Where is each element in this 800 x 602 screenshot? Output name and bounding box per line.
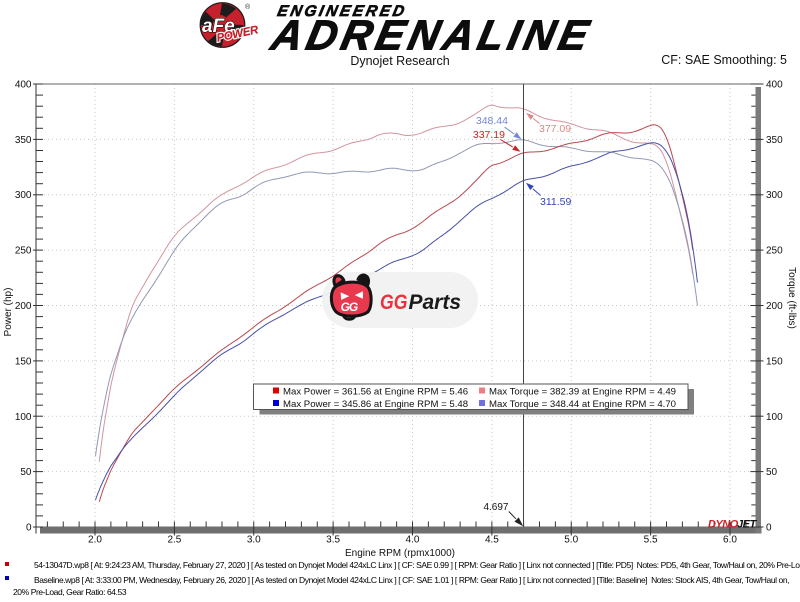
svg-text:150: 150 — [766, 356, 783, 367]
svg-text:200: 200 — [15, 301, 32, 312]
svg-text:0: 0 — [26, 523, 32, 534]
svg-text:ADRENALINE: ADRENALINE — [267, 12, 595, 58]
svg-text:337.19: 337.19 — [473, 129, 505, 141]
svg-text:350: 350 — [766, 135, 783, 146]
svg-text:5.5: 5.5 — [644, 535, 658, 546]
svg-text:4.5: 4.5 — [485, 535, 499, 546]
svg-text:3.0: 3.0 — [247, 535, 261, 546]
svg-text:Max Power = 345.86 at Engine R: Max Power = 345.86 at Engine RPM = 5.48 — [283, 399, 468, 410]
svg-text:ENGINEERED: ENGINEERED — [276, 3, 408, 20]
svg-text:5.0: 5.0 — [564, 535, 578, 546]
svg-text:JET: JET — [737, 519, 757, 531]
svg-text:100: 100 — [15, 412, 32, 423]
svg-text:348.44: 348.44 — [476, 115, 508, 127]
svg-text:2.5: 2.5 — [167, 535, 181, 546]
svg-text:0: 0 — [766, 523, 772, 534]
svg-text:4.0: 4.0 — [406, 535, 420, 546]
svg-text:100: 100 — [766, 412, 783, 423]
svg-text:Parts: Parts — [409, 291, 462, 314]
svg-text:Power (hp): Power (hp) — [3, 288, 14, 337]
svg-text:3.5: 3.5 — [326, 535, 340, 546]
svg-text:250: 250 — [15, 246, 32, 257]
svg-text:400: 400 — [15, 80, 32, 91]
svg-text:200: 200 — [766, 301, 783, 312]
svg-text:300: 300 — [15, 190, 32, 201]
svg-text:DYNO: DYNO — [708, 519, 739, 531]
svg-text:400: 400 — [766, 80, 783, 91]
svg-text:Engine RPM (rpmx1000): Engine RPM (rpmx1000) — [345, 548, 455, 559]
svg-text:GG: GG — [380, 291, 407, 315]
svg-text:250: 250 — [766, 246, 783, 257]
svg-text:2.0: 2.0 — [88, 535, 102, 546]
svg-text:Max Torque = 382.39 at Engine: Max Torque = 382.39 at Engine RPM = 4.49 — [489, 387, 676, 398]
svg-text:377.09: 377.09 — [539, 123, 571, 135]
svg-text:Max Torque = 348.44 at Engine: Max Torque = 348.44 at Engine RPM = 4.70 — [489, 399, 676, 410]
svg-text:300: 300 — [766, 190, 783, 201]
svg-text:aFe: aFe — [202, 16, 235, 37]
svg-text:50: 50 — [20, 467, 32, 478]
svg-text:50: 50 — [766, 467, 778, 478]
svg-text:4.697: 4.697 — [483, 502, 508, 513]
svg-text:®: ® — [245, 3, 251, 11]
svg-text:150: 150 — [15, 356, 32, 367]
svg-text:350: 350 — [15, 135, 32, 146]
svg-text:GG: GG — [341, 300, 358, 314]
svg-text:Max Power = 361.56 at Engine R: Max Power = 361.56 at Engine RPM = 5.46 — [283, 387, 468, 398]
svg-text:6.0: 6.0 — [723, 535, 737, 546]
svg-text:311.59: 311.59 — [540, 196, 571, 208]
svg-text:Torque (ft-lbs): Torque (ft-lbs) — [786, 267, 797, 329]
